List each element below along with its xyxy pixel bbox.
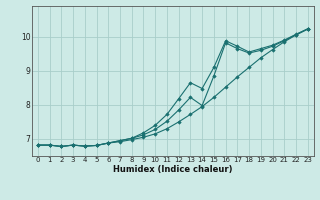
X-axis label: Humidex (Indice chaleur): Humidex (Indice chaleur): [113, 165, 233, 174]
